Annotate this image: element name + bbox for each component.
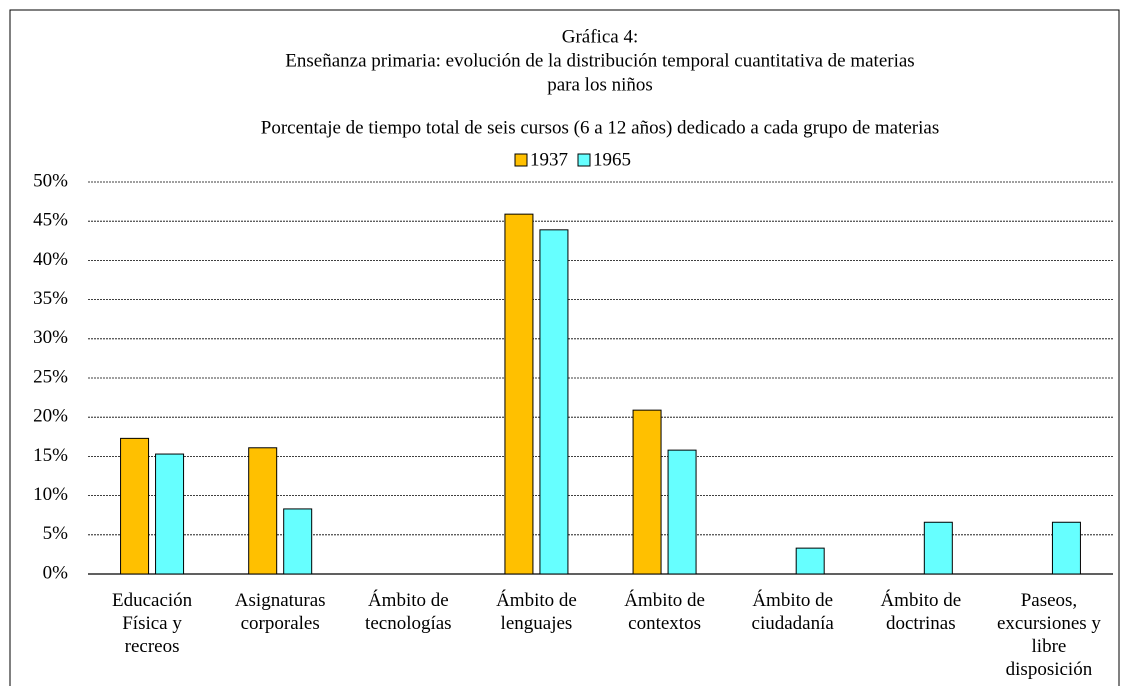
legend: 1937 1965	[514, 149, 631, 170]
bar	[667, 449, 697, 575]
chart-frame	[9, 9, 1120, 686]
subtitle: Porcentaje de tiempo total de seis curso…	[261, 117, 939, 138]
bar	[1051, 521, 1081, 575]
x-tick-label: Educación Física y recreos	[112, 590, 193, 657]
x-tick-label: Paseos, excursiones y libre disposición	[997, 590, 1101, 680]
y-tick-label: 25%	[33, 366, 68, 387]
x-tick-label: Ámbito de doctrinas	[880, 589, 961, 634]
x-tick-label: Ámbito de lenguajes	[496, 589, 577, 634]
y-tick-label: 10%	[33, 484, 68, 505]
chart-title: Enseñanza primaria: evolución de la dist…	[285, 50, 914, 71]
bar	[248, 447, 278, 575]
y-tick-label: 20%	[33, 406, 68, 427]
y-tick-label: 0%	[43, 562, 69, 583]
y-tick-label: 50%	[33, 170, 68, 191]
y-tick-label: 40%	[33, 249, 68, 270]
legend-swatch	[577, 153, 591, 167]
x-tick-label: Asignaturas corporales	[235, 590, 326, 634]
bar	[283, 508, 313, 575]
y-tick-label: 30%	[33, 327, 68, 348]
bar	[120, 437, 150, 575]
y-tick-label: 35%	[33, 288, 68, 309]
chart-title: para los niños	[547, 74, 653, 95]
legend-swatch	[514, 153, 528, 167]
y-tick-label: 15%	[33, 445, 68, 466]
bar	[539, 229, 569, 575]
chart-title: Gráfica 4:	[562, 26, 638, 47]
y-tick-label: 5%	[43, 523, 69, 544]
x-tick-label: Ámbito de contextos	[624, 589, 705, 634]
x-tick-label: Ámbito de tecnologías	[365, 589, 452, 634]
legend-label: 1965	[593, 149, 631, 170]
x-tick-label: Ámbito de ciudadanía	[752, 589, 835, 634]
y-tick-label: 45%	[33, 210, 68, 231]
bar	[923, 521, 953, 575]
bar	[504, 213, 534, 575]
bar	[632, 409, 662, 575]
bar	[155, 453, 185, 575]
legend-label: 1937	[530, 149, 568, 170]
bar	[795, 547, 825, 575]
